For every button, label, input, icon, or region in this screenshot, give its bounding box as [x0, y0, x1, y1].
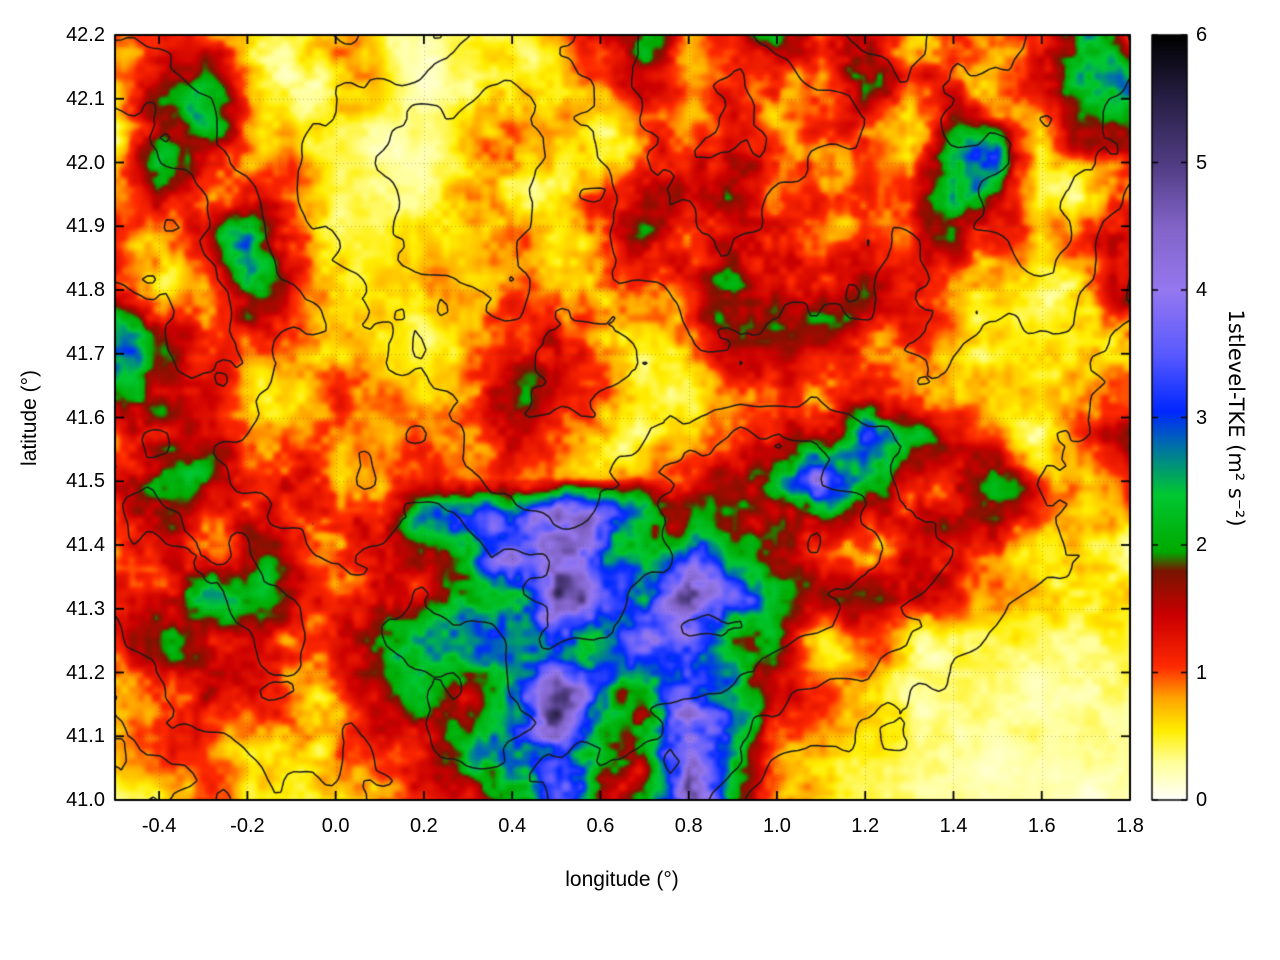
colorbar-tick-label: 3 [1196, 406, 1208, 429]
x-tick-label: 0.8 [674, 815, 703, 837]
y-tick-label: 41.9 [66, 215, 105, 238]
x-tick-label: 0.6 [586, 815, 615, 837]
y-tick-label: 41.7 [66, 342, 105, 365]
x-tick-label: 1.2 [851, 815, 880, 837]
x-tick-label: 1.0 [763, 815, 791, 837]
x-tick-label: 0.4 [498, 815, 527, 837]
colorbar-tick-label: 5 [1196, 151, 1208, 174]
y-tick-label: 41.2 [66, 661, 105, 684]
x-tick-label: 1.8 [1116, 815, 1144, 837]
colorbar-tick-label: 4 [1196, 279, 1208, 301]
x-tick-label: 1.6 [1027, 815, 1056, 837]
y-tick-label: 41.3 [66, 597, 105, 620]
y-tick-label: 41.6 [66, 406, 105, 429]
y-axis-title: latitude (°) [18, 370, 41, 466]
colorbar-tick-label: 6 [1196, 24, 1208, 46]
y-tick-label: 41.8 [66, 279, 105, 301]
colorbar-title: 1stlevel-TKE (m² s⁻²) [1224, 309, 1248, 527]
y-tick-label: 41.5 [66, 470, 105, 493]
y-tick-label: 42.0 [66, 151, 105, 174]
x-tick-label: -0.2 [230, 815, 265, 837]
colorbar-tick-label: 1 [1196, 661, 1208, 684]
x-tick-label: 0.2 [410, 815, 438, 837]
x-axis-title: longitude (°) [565, 868, 679, 891]
x-tick-label: 1.4 [939, 815, 968, 837]
x-tick-label: -0.4 [141, 815, 177, 837]
y-tick-label: 41.4 [66, 534, 105, 556]
colorbar-tick-label: 2 [1196, 534, 1208, 556]
y-tick-label: 42.1 [66, 87, 105, 110]
colorbar-tick-label: 0 [1196, 789, 1208, 811]
y-tick-label: 41.1 [66, 725, 105, 748]
y-tick-label: 41.0 [66, 789, 105, 811]
x-tick-label: 0.0 [321, 815, 350, 837]
y-tick-label: 42.2 [66, 24, 105, 46]
